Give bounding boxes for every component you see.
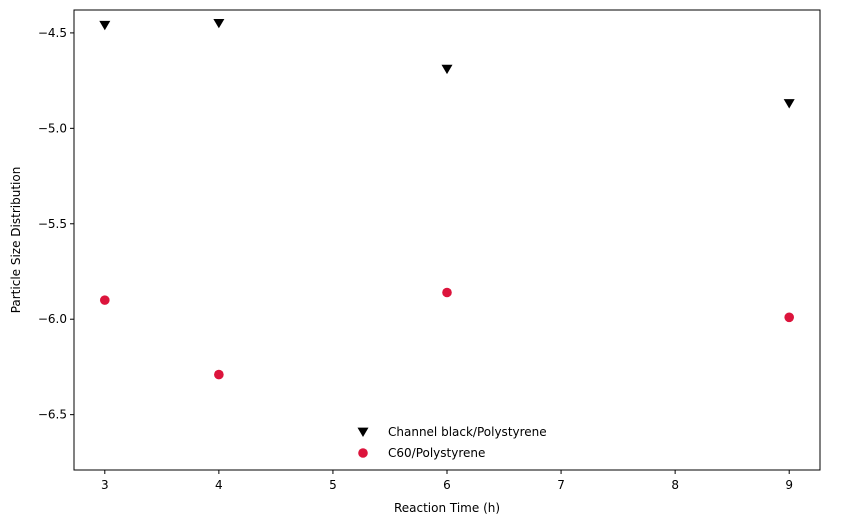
c60-point [99, 295, 110, 305]
x-axis: 3 4 5 6 7 8 9 [101, 470, 793, 492]
plot-frame [73, 9, 821, 471]
x-tick-label: 9 [785, 478, 793, 492]
legend-triangle-marker [357, 427, 369, 437]
legend-label: Channel black/Polystyrene [388, 425, 547, 439]
x-tick-label: 7 [557, 478, 565, 492]
channel-black-point [441, 64, 453, 75]
y-tick-label: −6.0 [38, 312, 67, 326]
y-tick-label: −5.5 [38, 217, 67, 231]
legend: Channel black/Polystyrene C60/Polystyrene [357, 425, 547, 460]
x-tick-label: 8 [671, 478, 679, 492]
legend-circle-marker [358, 448, 368, 458]
channel-black-point [213, 18, 225, 29]
x-tick-label: 4 [215, 478, 223, 492]
y-tick-label: −6.5 [38, 408, 67, 422]
y-tick-label: −4.5 [38, 26, 67, 40]
y-axis-title: Particle Size Distribution [9, 167, 23, 314]
x-tick-label: 5 [329, 478, 337, 492]
c60-point [442, 287, 452, 298]
x-axis-title: Reaction Time (h) [394, 501, 500, 515]
x-tick-label: 6 [443, 478, 451, 492]
y-tick-label: −5.0 [38, 121, 67, 135]
x-tick-label: 3 [101, 478, 109, 492]
channel-black-point [783, 99, 795, 109]
channel-black-point [99, 20, 111, 31]
legend-label: C60/Polystyrene [388, 446, 485, 460]
c60-point [214, 369, 224, 380]
y-axis: −6.5 −6.0 −5.5 −5.0 −4.5 [38, 26, 74, 422]
data-points [99, 18, 795, 380]
c60-point [784, 312, 795, 323]
